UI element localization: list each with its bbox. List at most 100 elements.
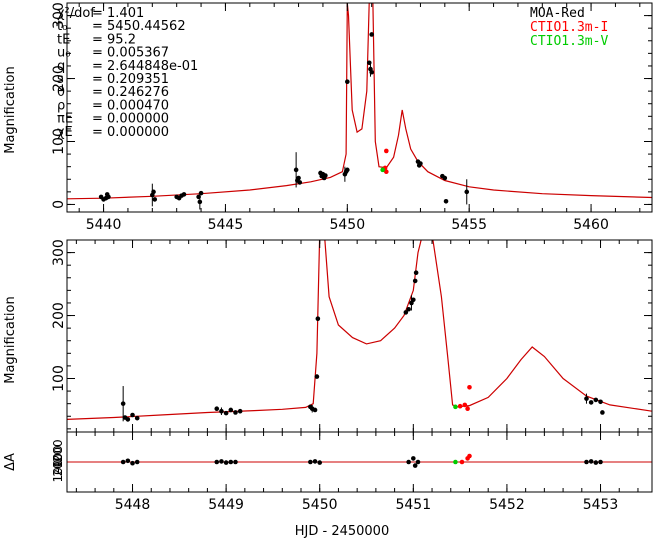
- data-point: [196, 194, 201, 200]
- data-point: [366, 60, 372, 66]
- y-axis-label: ΔA: [3, 453, 18, 471]
- param-name: t₀: [57, 19, 67, 34]
- data-point: [293, 167, 299, 173]
- parameter-block: χ²/dof= 1.401 t₀ = 5450.44562 tE = 95.2 u₀ = 0…: [57, 6, 198, 140]
- x-tick-label: 5449: [208, 497, 244, 513]
- residual-y-tick-label: 100: [51, 460, 65, 483]
- residual-panel-frame: [66, 431, 653, 493]
- param-name: s: [57, 72, 64, 87]
- middle-panel-frame: [66, 239, 653, 433]
- data-point: [413, 270, 419, 276]
- data-point: [315, 316, 321, 321]
- x-tick-label: 5450: [329, 217, 365, 233]
- data-point: [214, 406, 220, 412]
- x-axis-label: HJD - 2450000: [295, 524, 389, 539]
- y-axis-label: Magnification: [3, 296, 18, 384]
- data-point: [384, 169, 389, 175]
- y-tick-label: 0: [51, 200, 67, 209]
- data-point: [152, 197, 158, 202]
- data-point: [584, 459, 589, 465]
- data-point: [130, 412, 135, 418]
- data-point: [464, 189, 470, 195]
- param-name: πE: [57, 112, 73, 127]
- panel-top: 5440 5445 5450 5455 5460 0 100 200 300 Magnificat…: [3, 2, 653, 233]
- param-value: = 0.005367: [92, 46, 169, 61]
- param-name: ρ: [57, 98, 65, 113]
- panel-middle: 100 200 300 Magnification: [3, 239, 653, 433]
- data-point: [384, 148, 389, 154]
- data-point: [411, 297, 416, 303]
- data-point: [120, 459, 126, 465]
- data-point: [223, 460, 229, 465]
- data-point: [125, 458, 131, 464]
- param-value: = 1.401: [92, 6, 144, 21]
- data-point: [297, 180, 303, 185]
- data-point: [443, 198, 449, 204]
- data-point: [214, 459, 220, 465]
- data-point: [369, 69, 374, 75]
- param-value: = 0.000000: [92, 125, 169, 140]
- legend-entry: CTIO1.3m-I: [530, 20, 608, 35]
- data-point: [233, 459, 238, 465]
- x-tick-label: 5452: [489, 497, 525, 513]
- data-point: [120, 401, 126, 406]
- data-point: [134, 459, 140, 465]
- data-point: [411, 456, 416, 461]
- data-point: [588, 400, 594, 405]
- y-tick-label: 200: [51, 65, 67, 92]
- x-tick-label: 5448: [115, 497, 151, 513]
- data-point: [453, 459, 458, 465]
- param-value: = 95.2: [92, 32, 136, 47]
- legend-entry: MOA-Red: [530, 6, 585, 21]
- data-point: [467, 385, 472, 390]
- data-point: [418, 161, 423, 166]
- x-tick-label: 5455: [451, 217, 487, 233]
- y-tick-label: 300: [51, 239, 67, 266]
- y-tick-label: 300: [51, 2, 67, 29]
- param-value: = 0.209351: [92, 72, 169, 87]
- legend-entry: CTIO1.3m-V: [530, 34, 608, 49]
- param-value: = 0.246276: [92, 85, 169, 100]
- data-point: [584, 396, 589, 401]
- data-point: [457, 403, 463, 409]
- top-panel-frame: [66, 2, 653, 213]
- param-name: χ²/dof: [57, 6, 95, 21]
- x-tick-label: 5450: [302, 497, 338, 513]
- y-tick-label: 100: [51, 365, 67, 392]
- data-point: [125, 417, 131, 422]
- data-point: [406, 459, 411, 465]
- data-point: [223, 410, 229, 416]
- data-point: [380, 167, 385, 173]
- y-tick-label: 200: [51, 302, 67, 329]
- data-point: [181, 192, 187, 197]
- data-point: [106, 194, 111, 200]
- param-value: = 0.000470: [92, 98, 169, 113]
- data-point: [312, 407, 318, 413]
- data-point: [345, 167, 350, 173]
- param-name: u₀: [57, 46, 70, 61]
- data-point: [453, 404, 458, 410]
- param-value: = 0.000000: [92, 112, 169, 127]
- y-axis-label: Magnification: [3, 66, 18, 154]
- data-point: [465, 406, 470, 412]
- data-point: [459, 459, 465, 465]
- data-point: [442, 175, 448, 181]
- data-point: [198, 190, 204, 196]
- param-name: q: [57, 59, 65, 74]
- data-point: [412, 463, 418, 468]
- param-name: tE: [57, 32, 70, 47]
- x-tick-label: 5460: [573, 217, 609, 233]
- residual-y-tick-label: -100: [51, 445, 65, 472]
- data-point: [219, 408, 224, 414]
- param-name: χE: [57, 125, 73, 140]
- residual-y-tick-label: 200: [51, 454, 65, 477]
- data-point: [369, 32, 374, 37]
- data-point: [598, 399, 603, 405]
- data-point: [130, 460, 135, 466]
- data-point: [134, 415, 140, 421]
- data-point: [228, 459, 234, 465]
- data-point: [314, 374, 320, 379]
